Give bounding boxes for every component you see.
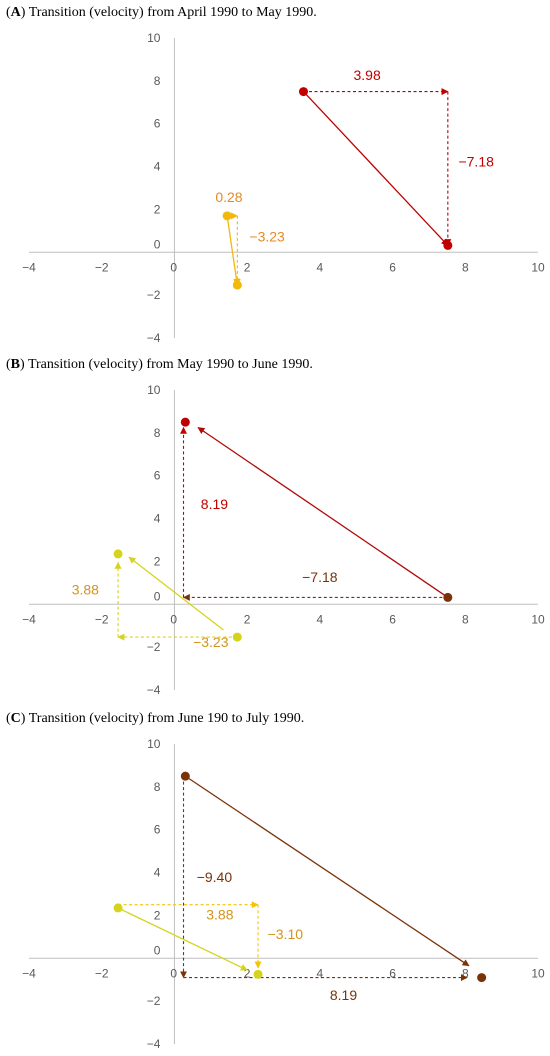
x-tick-label: 0	[170, 260, 177, 274]
panel-a: (A) Transition (velocity) from April 199…	[0, 0, 550, 350]
chart-b: −4 −2 0 2 4 6 8 10 −4 −2 2 4 6 8 10 0 8.19 −7.18 3.88 −3.23	[22, 383, 545, 697]
value-label: 0.28	[215, 189, 242, 205]
x-tick-label: 2	[244, 966, 251, 980]
y-tick-label: −2	[147, 288, 161, 302]
panel-title-a: (A) Transition (velocity) from April 199…	[6, 5, 317, 20]
x-tick-label: −4	[22, 612, 36, 626]
panel-letter-a: A	[10, 5, 21, 20]
data-point	[180, 771, 190, 781]
y-tick-label: 4	[154, 512, 161, 526]
panel-title-text-c: Transition (velocity) from June 190 to J…	[28, 711, 305, 726]
x-tick-label: 4	[317, 612, 324, 626]
y-tick-label: 10	[147, 31, 161, 45]
y-tick-label: −2	[147, 640, 161, 654]
transition-arrow	[128, 556, 224, 631]
data-point	[477, 973, 487, 983]
value-label: 3.88	[206, 907, 233, 923]
value-label: −7.18	[458, 154, 494, 170]
transition-arrow	[197, 426, 449, 598]
y-tick-label: 4	[154, 866, 161, 880]
x-tick-label: 6	[389, 260, 396, 274]
chart-a: −4 −2 0 2 4 6 8 10 −4 −2 2 4 6 8 10 0 3.98 −7.18 0.28 −3.23	[22, 31, 545, 345]
data-point	[222, 211, 232, 221]
x-tick-label: 6	[389, 966, 396, 980]
chart-c: −4 −2 0 2 4 6 8 10 −4 −2 2 4 6 8 10 0 −9.40 3.88 −3.10 8.19	[22, 737, 545, 1051]
data-point	[443, 240, 453, 250]
panel-letter-b: B	[10, 357, 21, 372]
x-tick-label: −2	[95, 966, 109, 980]
x-tick-label: 10	[531, 612, 545, 626]
x-tick-label: 8	[462, 612, 469, 626]
panel-title-text-b: Transition (velocity) from May 1990 to J…	[27, 357, 313, 372]
x-tick-label: 0	[170, 966, 177, 980]
data-point	[180, 417, 190, 427]
transition-arrow	[117, 907, 248, 971]
x-tick-label: −2	[95, 260, 109, 274]
y-tick-label: 8	[154, 780, 161, 794]
x-tick-label: 2	[244, 260, 251, 274]
y-tick-label: −2	[147, 994, 161, 1008]
value-label: 3.88	[72, 582, 99, 598]
value-label: −3.10	[268, 926, 304, 942]
value-label: 8.19	[330, 987, 357, 1003]
y-tick-label: 6	[154, 823, 161, 837]
y-tick-label: 0	[154, 943, 161, 957]
y-tick-label: 8	[154, 74, 161, 88]
data-point	[232, 632, 242, 642]
x-tick-label: 10	[531, 966, 545, 980]
panel-c: (C) Transition (velocity) from June 190 …	[0, 706, 550, 1056]
y-tick-label: 2	[154, 554, 161, 568]
x-tick-label: −2	[95, 612, 109, 626]
transition-arrow	[303, 91, 449, 246]
y-tick-label: −4	[147, 331, 161, 345]
value-label: 3.98	[353, 67, 380, 83]
y-tick-label: 10	[147, 383, 161, 397]
panel-title-b: (B) Transition (velocity) from May 1990 …	[6, 357, 313, 372]
x-tick-label: 8	[462, 966, 469, 980]
data-point	[232, 280, 242, 290]
panel-title-c: (C) Transition (velocity) from June 190 …	[6, 711, 305, 726]
x-tick-label: 2	[244, 612, 251, 626]
data-point	[298, 87, 308, 97]
x-tick-label: 8	[462, 260, 469, 274]
data-point	[113, 549, 123, 559]
y-tick-label: 8	[154, 426, 161, 440]
y-tick-label: 10	[147, 737, 161, 751]
y-tick-label: 6	[154, 117, 161, 131]
y-tick-label: 2	[154, 908, 161, 922]
y-tick-label: 2	[154, 202, 161, 216]
y-tick-label: 0	[154, 589, 161, 603]
x-tick-label: −4	[22, 260, 36, 274]
x-tick-label: 4	[317, 966, 324, 980]
data-point	[443, 592, 453, 602]
y-tick-label: −4	[147, 683, 161, 697]
value-label: −3.23	[193, 634, 229, 650]
y-tick-label: 6	[154, 469, 161, 483]
panel-letter-c: C	[10, 711, 21, 726]
data-point	[113, 903, 123, 913]
x-tick-label: 4	[317, 260, 324, 274]
transition-arrow	[184, 775, 470, 967]
x-tick-label: 10	[531, 260, 545, 274]
x-tick-label: −4	[22, 966, 36, 980]
value-label: −7.18	[302, 569, 338, 585]
data-point	[253, 969, 263, 979]
x-tick-label: 6	[389, 612, 396, 626]
y-tick-label: 0	[154, 237, 161, 251]
value-label: 8.19	[201, 496, 228, 512]
value-label: −3.23	[249, 229, 285, 245]
panel-b: (B) Transition (velocity) from May 1990 …	[0, 352, 550, 702]
value-label: −9.40	[197, 869, 233, 885]
transition-arrow	[226, 215, 240, 286]
y-tick-label: −4	[147, 1037, 161, 1051]
x-tick-label: 0	[170, 612, 177, 626]
panel-title-text-a: Transition (velocity) from April 1990 to…	[28, 5, 317, 20]
y-tick-label: 4	[154, 160, 161, 174]
